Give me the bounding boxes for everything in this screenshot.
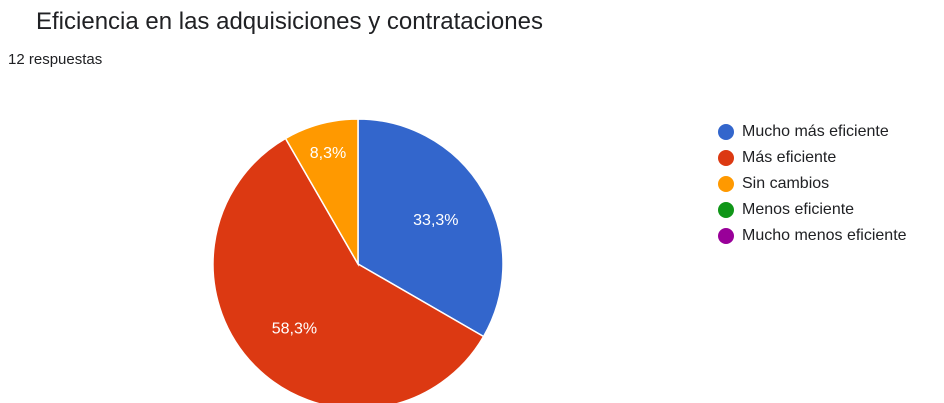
pie-slice-3 [284,118,359,267]
legend-dot-icon [718,228,734,244]
legend-dot-icon [718,176,734,192]
chart-legend: Mucho más eficiente Más eficiente Sin camb… [718,119,907,249]
legend-label: Sin cambios [742,175,830,192]
pie-label-2: 58,3% [272,321,317,338]
pie-label-3: 8,3% [310,145,346,162]
legend-item-1: Mucho más eficiente [718,119,907,145]
legend-item-3: Sin cambios [718,171,907,197]
legend-label: Mucho más eficiente [742,123,889,140]
legend-dot-icon [718,124,734,140]
pie-label-1: 33,3% [413,212,458,229]
legend-item-5: Mucho menos eficiente [718,223,907,249]
pie-slice-2 [212,137,485,403]
legend-label: Menos eficiente [742,201,855,218]
legend-item-4: Menos eficiente [718,197,907,223]
legend-item-2: Más eficiente [718,145,907,171]
legend-dot-icon [718,150,734,166]
pie-slice-1 [357,118,504,338]
legend-label: Más eficiente [742,149,837,166]
response-count: 12 respuestas [8,51,103,68]
legend-dot-icon [718,202,734,218]
chart-title: Eficiencia en las adquisiciones y contra… [36,8,543,35]
legend-label: Mucho menos eficiente [742,227,907,244]
